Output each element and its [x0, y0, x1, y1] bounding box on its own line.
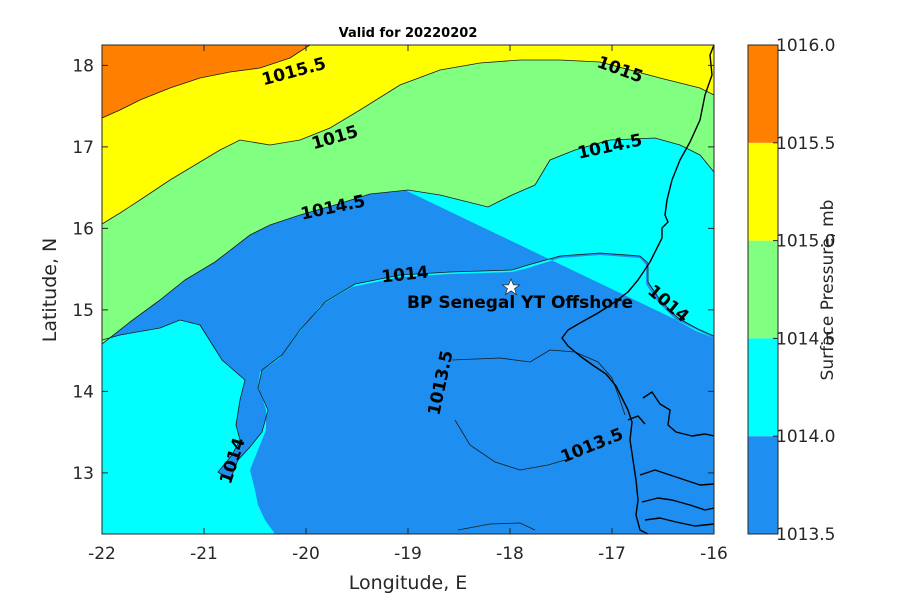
colorbar-tick-label: 1013.5	[776, 525, 835, 545]
contour-label: 1014	[380, 263, 429, 288]
site-label: BP Senegal YT Offshore	[407, 293, 633, 313]
colorbar-swatch	[748, 45, 778, 143]
contour-lines	[102, 45, 714, 531]
x-tick-label: -22	[88, 544, 116, 564]
colorbar-swatch	[748, 240, 778, 339]
y-tick-label: 13	[72, 464, 94, 484]
y-tick-label: 14	[72, 382, 94, 402]
x-tick-label: -21	[190, 544, 218, 564]
y-tick-label: 17	[72, 138, 94, 158]
colorbar: 1013.5 1014.0 1014.5 1015.0 1015.5 1016.0	[747, 36, 835, 545]
x-axis-label: Longitude, E	[349, 572, 468, 594]
x-tick-label: -17	[598, 544, 626, 564]
colorbar-swatch	[748, 436, 778, 534]
x-tick-label: -18	[496, 544, 524, 564]
band-1015-5-to-1016-0	[102, 45, 310, 118]
x-tick-label: -19	[394, 544, 422, 564]
band-1015-0-to-1015-5	[102, 45, 714, 224]
colorbar-swatch	[748, 338, 778, 437]
colorbar-tick-label: 1015.5	[776, 134, 835, 154]
site-marker: BP Senegal YT Offshore	[407, 277, 633, 313]
y-tick-label: 15	[72, 301, 94, 321]
x-axis: -22 -21 -20 -19 -18 -17 -16	[88, 45, 728, 564]
colorbar-tick-label: 1014.0	[776, 427, 835, 447]
colorbar-swatch	[748, 142, 778, 241]
colorbar-tick-label: 1016.0	[776, 36, 835, 56]
plot-area: 1015.5 1015 1015 1014.5 1014.5 1014 1014…	[102, 45, 714, 534]
chart-title: Valid for 20220202	[339, 26, 478, 41]
colorbar-tick-label: 1014.5	[776, 329, 835, 349]
star-icon	[501, 277, 521, 296]
y-tick-label: 18	[72, 56, 94, 76]
y-axis-label: Latitude, N	[39, 238, 61, 343]
colorbar-frame	[747, 44, 779, 535]
coastline	[561, 45, 714, 534]
y-axis: 13 14 15 16 17 18	[72, 56, 714, 484]
band-1014-0-to-1014-5	[102, 45, 714, 534]
x-tick-label: -16	[700, 544, 728, 564]
y-tick-label: 16	[72, 219, 94, 239]
x-tick-label: -20	[292, 544, 320, 564]
colorbar-tick-label: 1015.0	[776, 232, 835, 252]
colorbar-label: Surface Pressure, mb	[818, 200, 838, 381]
